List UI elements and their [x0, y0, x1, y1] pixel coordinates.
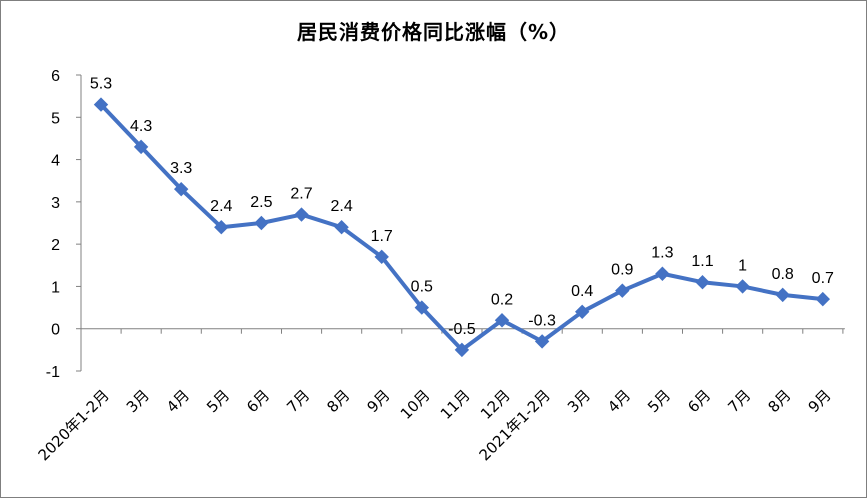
- y-tick-label: 3: [51, 195, 60, 212]
- data-label: 5.3: [90, 76, 112, 93]
- data-point-marker: [93, 97, 109, 112]
- data-label: 1.1: [691, 253, 713, 270]
- x-category-label: 2021年1-2月: [476, 386, 554, 464]
- y-tick-label: -1: [46, 364, 60, 381]
- data-point-marker: [334, 220, 349, 235]
- chart-title: 居民消费价格同比涨幅（%）: [296, 20, 571, 44]
- x-category-label: 8月: [764, 386, 794, 416]
- data-label: -0.5: [448, 321, 476, 338]
- x-axis: 2020年1-2月 3月 4月 5月 6月 7月 8月 9月 10月 11月 12月2021年1-2…: [35, 328, 845, 464]
- data-point-marker: [655, 266, 670, 281]
- data-point-marker: [815, 291, 831, 307]
- y-axis: 6 5 4 3 2 1 0 -1: [46, 68, 82, 381]
- x-category-label: 9月: [363, 386, 393, 416]
- data-label: 1.7: [371, 228, 393, 245]
- x-category-label: 2020年1-2月: [35, 386, 113, 464]
- data-point-marker: [133, 139, 149, 155]
- data-label: 1.3: [651, 245, 673, 262]
- x-category-label: 4月: [163, 386, 193, 416]
- data-label: 0.4: [571, 283, 593, 300]
- data-label: 3.3: [170, 160, 192, 177]
- x-category-label: 8月: [323, 386, 353, 416]
- x-category-label: 5月: [644, 386, 674, 416]
- data-point-marker: [534, 334, 550, 349]
- x-category-label: 3月: [564, 386, 594, 416]
- y-tick-label: 1: [51, 279, 60, 296]
- data-label: 0.7: [812, 270, 834, 287]
- data-label: 0.8: [772, 266, 794, 283]
- data-label: 0.5: [411, 279, 433, 296]
- y-tick-label: 4: [51, 153, 60, 170]
- data-point-marker: [615, 283, 630, 298]
- x-category-label: 10月: [397, 386, 434, 423]
- y-tick-label: 6: [51, 68, 60, 85]
- x-category-label: 11月: [437, 386, 474, 423]
- x-category-label: 9月: [805, 386, 835, 416]
- data-label: 4.3: [130, 118, 152, 135]
- data-label: 0.9: [611, 262, 633, 279]
- y-tick-label: 5: [51, 110, 60, 127]
- data-point-marker: [254, 215, 269, 231]
- series-cpi: [93, 97, 831, 358]
- data-point-marker: [454, 342, 470, 358]
- data-point-marker: [374, 249, 389, 265]
- data-point-marker: [414, 300, 430, 315]
- series-line: [99, 103, 824, 352]
- x-category-label: 5月: [203, 386, 233, 416]
- data-point-marker: [775, 287, 790, 303]
- data-point-marker: [735, 279, 750, 294]
- data-label: 1: [738, 257, 747, 274]
- data-label: -0.3: [528, 312, 556, 329]
- x-category-label: 7月: [283, 386, 313, 416]
- x-category-label: 4月: [604, 386, 634, 416]
- data-point-marker: [173, 181, 189, 197]
- data-label: 2.7: [290, 186, 312, 203]
- data-point-marker: [214, 220, 229, 235]
- x-category-label: 3月: [123, 386, 153, 416]
- data-label: 2.4: [330, 198, 352, 215]
- data-label: 2.4: [210, 198, 232, 215]
- data-point-marker: [494, 313, 510, 328]
- x-category-label: 6月: [684, 386, 714, 416]
- data-label: 2.5: [250, 194, 272, 211]
- y-tick-label: 2: [51, 237, 60, 254]
- data-labels: 5.3 4.3 3.3 2.4 2.5 2.7 2.4 1.7 0.5 -0.5 0.2 -0.3 0.…: [90, 76, 834, 338]
- data-point-marker: [574, 304, 590, 320]
- x-category-label: 12月: [477, 386, 514, 423]
- y-tick-label: 0: [51, 322, 60, 339]
- data-point-marker: [294, 207, 309, 222]
- data-label: 0.2: [491, 291, 513, 308]
- x-category-label: 6月: [243, 386, 273, 416]
- data-point-marker: [695, 274, 710, 290]
- x-category-label: 7月: [724, 386, 754, 416]
